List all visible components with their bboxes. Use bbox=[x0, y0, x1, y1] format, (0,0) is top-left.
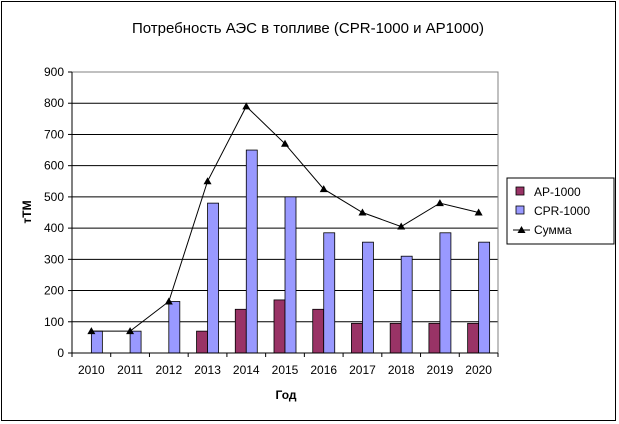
bar-ap-1000 bbox=[351, 322, 363, 354]
x-tick-label: 2011 bbox=[117, 363, 143, 377]
sum-marker bbox=[358, 208, 367, 216]
bar-ap-1000 bbox=[196, 330, 208, 354]
sum-marker bbox=[126, 327, 135, 335]
bar-cpr-1000 bbox=[90, 330, 103, 354]
y-tick-label: 800 bbox=[44, 96, 64, 110]
x-tick-label: 2019 bbox=[427, 363, 454, 377]
sum-marker bbox=[281, 139, 289, 147]
sum-marker bbox=[435, 199, 444, 207]
sum-marker bbox=[164, 297, 173, 305]
x-tick-label: 2014 bbox=[233, 363, 260, 377]
bars-group bbox=[90, 149, 491, 354]
bar-cpr-1000 bbox=[284, 196, 297, 354]
legend-swatch bbox=[515, 205, 525, 215]
y-tick-label: 300 bbox=[44, 252, 64, 266]
sum-marker bbox=[397, 222, 406, 230]
legend: AP-1000 CPR-1000 Сумма bbox=[506, 177, 615, 245]
sum-marker bbox=[242, 102, 251, 110]
bar-cpr-1000 bbox=[400, 255, 413, 354]
legend-label: CPR-1000 bbox=[534, 204, 590, 218]
bar-ap-1000 bbox=[312, 308, 325, 354]
bar-cpr-1000 bbox=[207, 202, 219, 354]
bar-ap-1000 bbox=[467, 322, 480, 354]
bar-cpr-1000 bbox=[168, 301, 181, 354]
axes-group bbox=[68, 71, 499, 357]
bar-ap-1000 bbox=[428, 322, 441, 354]
x-tick-labels: 2010 2011 2012 2013 2014 2015 2016 2017 2018 2019… bbox=[78, 363, 492, 377]
y-tick-label: 100 bbox=[44, 315, 64, 329]
x-tick-label: 2010 bbox=[78, 363, 105, 377]
chart-title: Потребность АЭС в топливе (CPR-1000 и AP… bbox=[132, 20, 484, 37]
legend-swatch-marker bbox=[517, 226, 526, 233]
y-tick-label: 600 bbox=[44, 159, 64, 173]
legend-label: AP-1000 bbox=[534, 185, 581, 199]
sum-line-group bbox=[87, 102, 483, 335]
bar-cpr-1000 bbox=[478, 241, 491, 354]
y-tick-labels: 0 100 200 300 400 500 600 700 800 900 bbox=[44, 65, 64, 360]
bar-cpr-1000 bbox=[362, 241, 374, 354]
legend-label: Сумма bbox=[534, 223, 572, 237]
y-tick-label: 500 bbox=[44, 190, 64, 204]
bar-ap-1000 bbox=[273, 299, 286, 354]
sum-marker bbox=[319, 185, 328, 193]
legend-items: AP-1000 CPR-1000 Сумма bbox=[513, 185, 590, 237]
sum-marker bbox=[203, 177, 212, 185]
bar-cpr-1000 bbox=[245, 149, 258, 354]
sum-marker bbox=[87, 327, 96, 335]
x-tick-label: 2017 bbox=[349, 363, 376, 377]
y-tick-label: 700 bbox=[44, 127, 64, 141]
y-tick-label: 200 bbox=[44, 284, 64, 298]
y-tick-label: 900 bbox=[44, 65, 64, 79]
x-tick-label: 2018 bbox=[388, 363, 415, 377]
x-tick-label: 2013 bbox=[194, 363, 221, 377]
x-tick-label: 2016 bbox=[310, 363, 337, 377]
y-axis-label: тТМ bbox=[20, 200, 34, 223]
y-tick-label: 400 bbox=[44, 221, 64, 235]
bar-cpr-1000 bbox=[323, 232, 336, 354]
x-tick-label: 2015 bbox=[272, 363, 299, 377]
sum-marker bbox=[474, 208, 483, 216]
bar-cpr-1000 bbox=[439, 232, 452, 354]
bar-ap-1000 bbox=[389, 322, 402, 354]
legend-swatch bbox=[515, 186, 525, 196]
x-tick-label: 2020 bbox=[465, 363, 492, 377]
bar-ap-1000 bbox=[234, 308, 247, 354]
x-axis-label: Год bbox=[276, 388, 297, 402]
bar-cpr-1000 bbox=[129, 330, 142, 354]
y-tick-label: 0 bbox=[57, 346, 64, 360]
x-tick-label: 2012 bbox=[155, 363, 182, 377]
